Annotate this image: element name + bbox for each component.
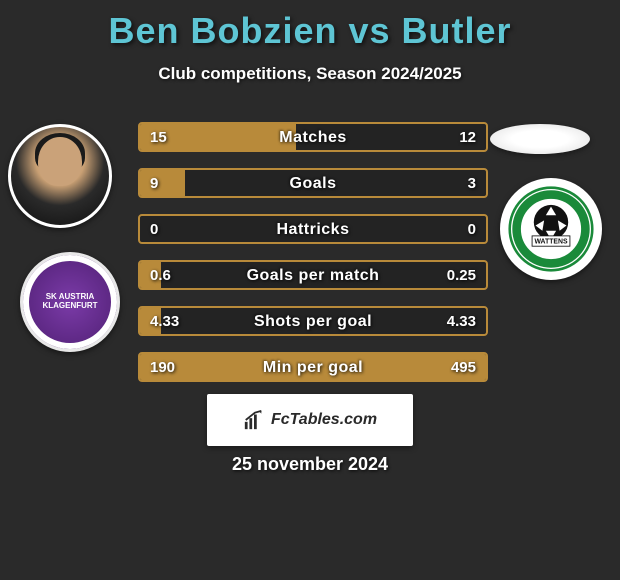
club-left-label: SK AUSTRIA KLAGENFURT — [23, 293, 117, 311]
stat-bar: 0.60.25Goals per match — [138, 260, 488, 290]
club-logo-left: SK AUSTRIA KLAGENFURT — [20, 252, 120, 352]
svg-text:WATTENS: WATTENS — [534, 239, 568, 246]
stat-bars: 1512Matches 93Goals 00Hattricks 0.60.25Goal… — [138, 122, 488, 398]
club-logo-right: WATTENS WSG SWAROVSKI — [500, 178, 602, 280]
stat-bar: 4.334.33Shots per goal — [138, 306, 488, 336]
stat-bar: 93Goals — [138, 168, 488, 198]
club-right-icon: WATTENS WSG SWAROVSKI — [508, 186, 594, 272]
player-right-placeholder — [490, 124, 590, 154]
stat-label: Goals per match — [140, 262, 486, 290]
brand-icon — [243, 409, 265, 431]
brand-label: FcTables.com — [271, 411, 377, 429]
stat-bar: 00Hattricks — [138, 214, 488, 244]
stat-label: Matches — [140, 124, 486, 152]
stat-label: Min per goal — [140, 354, 486, 382]
stat-bar: 190495Min per goal — [138, 352, 488, 382]
page-title: Ben Bobzien vs Butler — [0, 0, 620, 52]
subtitle: Club competitions, Season 2024/2025 — [0, 64, 620, 84]
stat-label: Goals — [140, 170, 486, 198]
infographic-container: Ben Bobzien vs Butler Club competitions,… — [0, 0, 620, 580]
stat-label: Shots per goal — [140, 308, 486, 336]
stat-label: Hattricks — [140, 216, 486, 244]
player-left-photo — [8, 124, 112, 228]
brand-badge: FcTables.com — [207, 394, 413, 446]
stat-bar: 1512Matches — [138, 122, 488, 152]
date-label: 25 november 2024 — [0, 454, 620, 475]
